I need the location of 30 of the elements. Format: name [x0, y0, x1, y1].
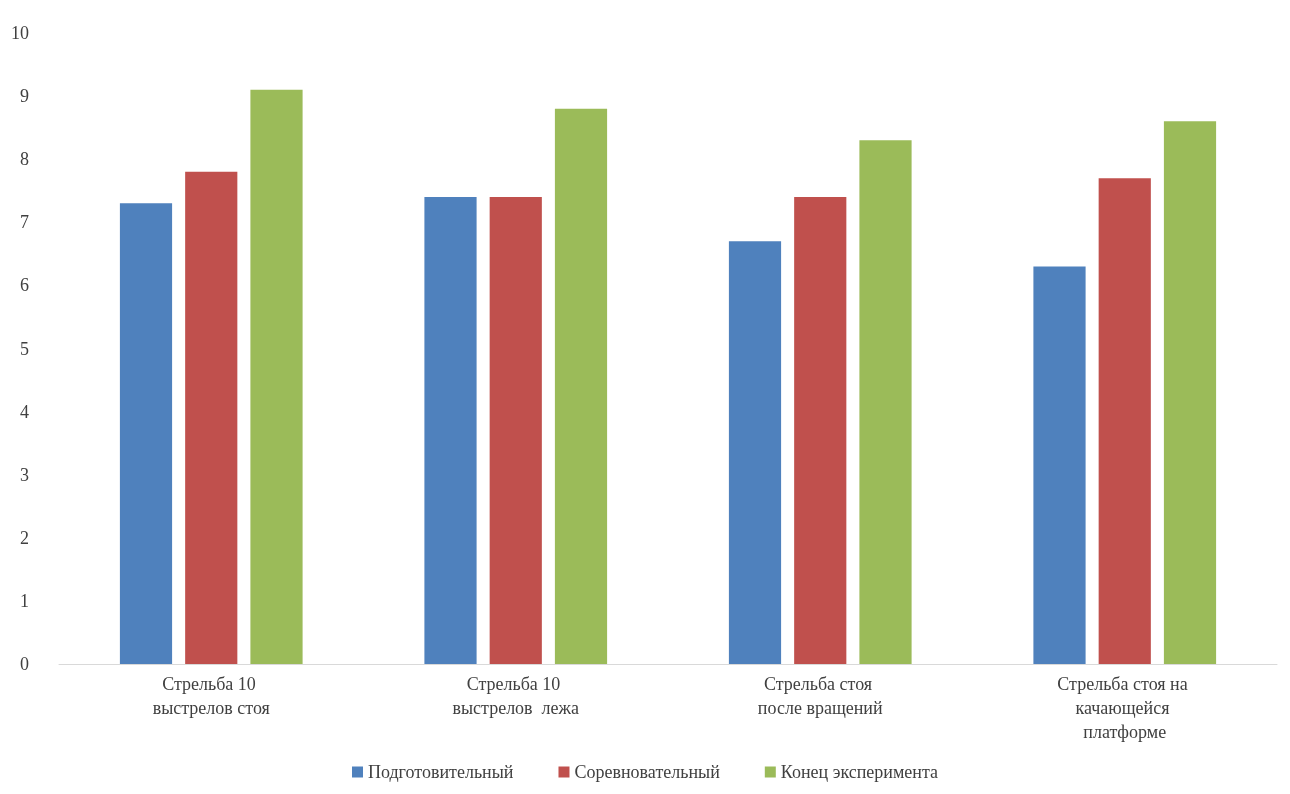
bar [489, 197, 542, 664]
y-tick-label: 10 [11, 23, 29, 43]
legend-label: Подготовительный [367, 762, 514, 782]
bar [119, 203, 173, 664]
x-tick-label: Стрельба 10 выстрелов стоя [152, 674, 270, 718]
legend-label: Соревновательный [574, 762, 721, 782]
bar [250, 89, 303, 664]
y-tick-label: 6 [20, 275, 29, 296]
bar [794, 197, 847, 664]
bar [1033, 266, 1086, 664]
y-tick-label: 7 [20, 212, 29, 233]
bar [1163, 121, 1217, 664]
y-tick-label: 2 [20, 527, 29, 548]
bar [1098, 178, 1151, 664]
x-tick-label: Стрельба стоя после вращений [757, 674, 883, 718]
bar [424, 197, 477, 664]
y-tick-label: 9 [20, 86, 29, 107]
y-tick-label: 5 [20, 338, 29, 359]
y-tick-label: 3 [20, 464, 29, 485]
bar [859, 140, 912, 664]
y-tick-label: 8 [20, 149, 29, 170]
legend-label: Конец эксперимента [780, 762, 939, 782]
bar [185, 171, 238, 664]
y-tick-label: 1 [20, 590, 29, 611]
x-tick-label: Стрельба стоя на качающейся платформе [1057, 674, 1193, 742]
bar [554, 108, 608, 664]
y-tick-label: 0 [20, 654, 29, 674]
y-tick-label: 4 [20, 401, 29, 422]
x-tick-label: Стрельба 10 выстрелов лежа [452, 674, 580, 718]
bar [728, 241, 782, 664]
